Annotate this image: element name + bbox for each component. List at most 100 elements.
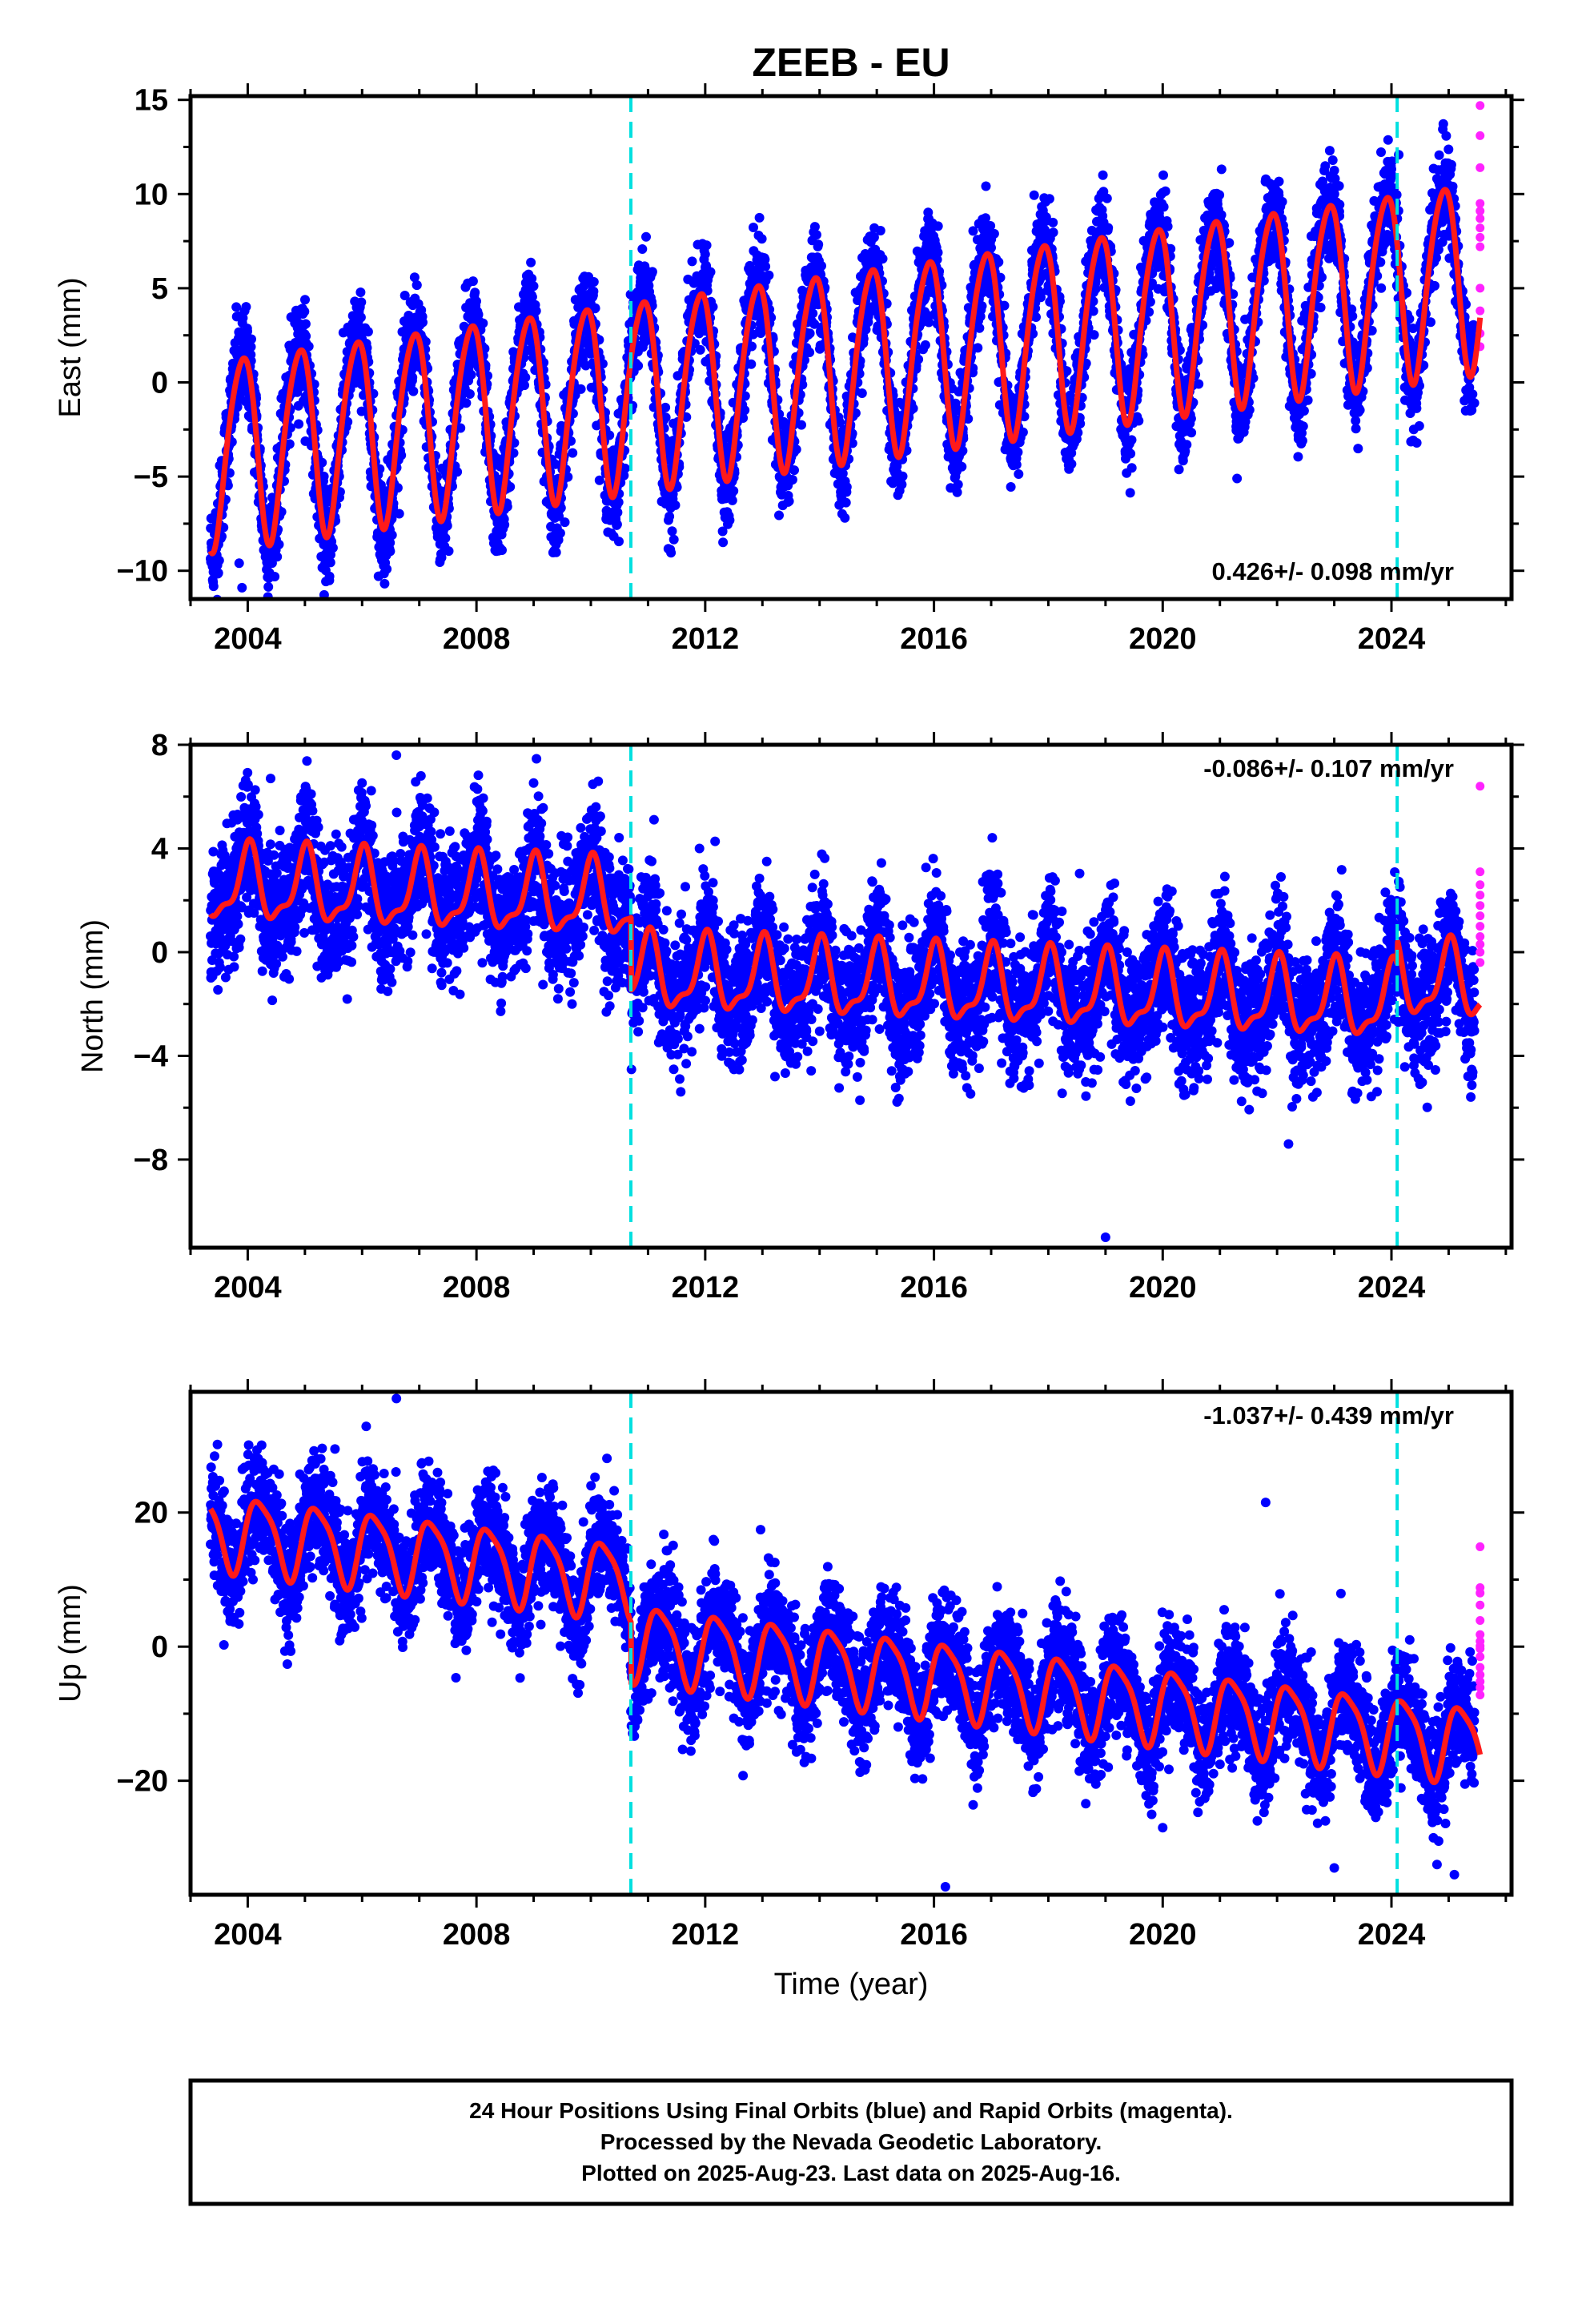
final-orbit-point: [576, 384, 586, 394]
final-orbit-point: [555, 528, 565, 538]
final-orbit-point: [977, 301, 987, 312]
final-orbit-point: [1036, 292, 1046, 303]
final-orbit-point: [1102, 193, 1112, 203]
final-orbit-point: [274, 539, 284, 549]
final-orbit-point: [695, 344, 705, 355]
final-orbit-point: [667, 526, 677, 537]
final-orbit-point: [461, 398, 472, 408]
final-orbit-point: [897, 471, 908, 481]
final-orbit-point: [408, 372, 418, 383]
final-orbit-point: [749, 223, 758, 232]
final-orbit-point: [612, 507, 623, 517]
final-orbit-point: [701, 240, 712, 251]
figure-title: ZEEB - EU: [752, 40, 950, 85]
final-orbit-point: [989, 228, 999, 239]
final-orbit-point: [718, 537, 729, 548]
final-orbit-point: [444, 546, 454, 557]
final-orbit-point: [1089, 330, 1099, 340]
final-orbit-point: [805, 348, 815, 357]
final-orbit-point: [725, 515, 735, 525]
east-panel: 2004 2008 2012 2016 2020 2024−10−5051015East …: [54, 83, 1524, 656]
final-orbit-point: [303, 341, 314, 352]
final-orbit-point: [665, 511, 675, 521]
final-orbit-point: [1048, 227, 1058, 238]
final-orbit-point: [294, 419, 304, 429]
final-orbit-point: [472, 296, 481, 307]
final-orbit-point: [270, 572, 280, 581]
final-orbit-point: [440, 533, 451, 543]
final-orbit-point: [897, 480, 907, 489]
final-orbit-point: [300, 319, 311, 329]
final-orbit-point: [809, 222, 820, 232]
final-orbit-point: [841, 497, 851, 508]
final-orbit-point: [269, 612, 279, 621]
final-orbit-point: [468, 276, 478, 287]
final-orbit-point: [478, 318, 488, 328]
final-orbit-point: [263, 581, 274, 592]
final-orbit-point: [324, 571, 335, 581]
final-orbit-point: [531, 306, 541, 316]
final-orbit-point: [300, 295, 310, 305]
final-orbit-point: [379, 578, 390, 589]
final-orbit-point: [464, 389, 475, 399]
final-orbit-point: [497, 545, 507, 555]
final-orbit-point: [933, 247, 943, 258]
final-orbit-point: [452, 467, 463, 477]
final-orbit-point: [1048, 217, 1058, 227]
final-orbit-point: [999, 300, 1010, 311]
final-orbit-point: [526, 257, 536, 267]
final-orbit-point: [500, 520, 510, 530]
final-orbit-point: [764, 270, 774, 280]
final-orbit-point: [588, 277, 599, 287]
final-orbit-point: [588, 286, 599, 296]
final-orbit-point: [214, 555, 224, 565]
final-orbit-point: [418, 317, 428, 328]
final-orbit-point: [805, 328, 815, 339]
final-orbit-point: [808, 308, 818, 319]
final-orbit-point: [633, 360, 644, 371]
final-orbit-point: [1103, 223, 1114, 233]
final-orbit-point: [757, 234, 767, 244]
final-orbit-point: [1029, 190, 1039, 200]
final-orbit-point: [670, 500, 681, 510]
final-orbit-point: [528, 281, 539, 292]
final-orbit-point: [840, 513, 850, 523]
final-orbit-point: [363, 327, 373, 337]
final-orbit-point: [787, 475, 797, 485]
final-orbit-point: [317, 457, 327, 468]
final-orbit-point: [705, 267, 716, 277]
final-orbit-point: [394, 509, 404, 519]
final-orbit-point: [811, 230, 821, 240]
final-orbit-point: [247, 334, 256, 344]
final-orbit-point: [319, 471, 329, 481]
final-orbit-point: [784, 496, 794, 506]
final-orbit-point: [973, 343, 983, 353]
final-orbit-point: [213, 568, 223, 578]
final-orbit-point: [774, 510, 784, 521]
final-orbit-point: [387, 530, 397, 541]
final-orbit-point: [647, 267, 657, 277]
final-orbit-point: [243, 326, 252, 336]
final-orbit-point: [614, 537, 624, 547]
final-orbit-point: [813, 239, 824, 250]
plot-area: [206, 101, 1485, 621]
final-orbit-point: [470, 287, 480, 298]
final-orbit-point: [1098, 170, 1108, 180]
final-orbit-point: [974, 323, 985, 333]
final-orbit-point: [740, 405, 750, 416]
final-orbit-point: [700, 249, 710, 259]
final-orbit-point: [933, 221, 943, 231]
final-orbit-point: [957, 461, 967, 472]
final-orbit-point: [408, 386, 419, 396]
final-orbit-point: [857, 388, 867, 398]
final-orbit-point: [817, 261, 826, 271]
final-orbit-point: [666, 548, 677, 558]
final-orbit-point: [241, 302, 251, 312]
final-orbit-point: [412, 280, 422, 290]
final-orbit-point: [727, 495, 737, 505]
final-orbit-point: [272, 552, 283, 562]
final-orbit-point: [841, 482, 852, 493]
final-orbit-point: [637, 244, 648, 254]
final-orbit-point: [981, 181, 991, 191]
